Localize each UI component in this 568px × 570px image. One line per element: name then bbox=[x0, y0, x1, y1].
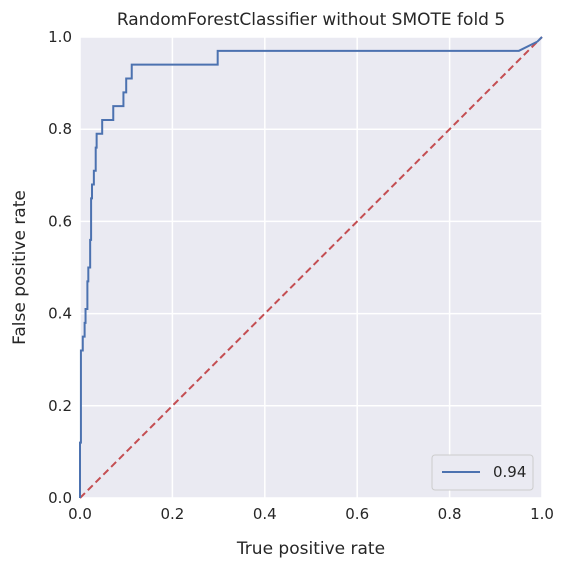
x-tick-label: 0.4 bbox=[253, 505, 277, 523]
y-axis-label: False positive rate bbox=[10, 190, 30, 345]
x-tick-label: 0.2 bbox=[160, 505, 184, 523]
y-tick-labels: 0.0 0.2 0.4 0.6 0.8 1.0 bbox=[48, 28, 72, 507]
legend: 0.94 bbox=[432, 455, 533, 490]
x-tick-label: 1.0 bbox=[530, 505, 554, 523]
chart-title: RandomForestClassifier without SMOTE fol… bbox=[117, 10, 505, 30]
x-tick-label: 0.6 bbox=[345, 505, 369, 523]
legend-entry-label: 0.94 bbox=[493, 463, 526, 481]
y-tick-label: 0.4 bbox=[48, 305, 72, 323]
x-tick-label: 0.8 bbox=[438, 505, 462, 523]
y-tick-label: 0.0 bbox=[48, 489, 72, 507]
y-tick-label: 0.8 bbox=[48, 120, 72, 138]
y-tick-label: 0.2 bbox=[48, 397, 72, 415]
y-tick-label: 0.6 bbox=[48, 212, 72, 230]
x-axis-label: True positive rate bbox=[236, 539, 385, 559]
x-tick-label: 0.0 bbox=[68, 505, 92, 523]
y-tick-label: 1.0 bbox=[48, 28, 72, 46]
x-tick-labels: 0.0 0.2 0.4 0.6 0.8 1.0 bbox=[68, 505, 554, 523]
